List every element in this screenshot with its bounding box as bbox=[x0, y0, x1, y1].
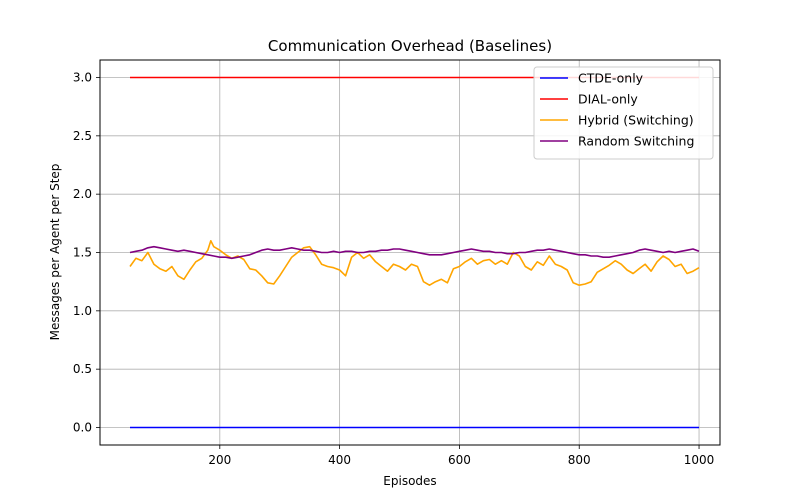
y-tick-label: 3.0 bbox=[73, 71, 92, 85]
y-tick-label: 1.0 bbox=[73, 304, 92, 318]
x-tick-label: 200 bbox=[208, 453, 231, 467]
y-tick-label: 2.0 bbox=[73, 187, 92, 201]
y-axis-label: Messages per Agent per Step bbox=[48, 164, 62, 341]
x-tick-label: 400 bbox=[328, 453, 351, 467]
x-tick-label: 600 bbox=[448, 453, 471, 467]
series-line-random-switching bbox=[129, 245, 700, 260]
series-line-hybrid-switching bbox=[129, 240, 700, 287]
x-tick-label: 800 bbox=[568, 453, 591, 467]
legend-label: Hybrid (Switching) bbox=[578, 113, 694, 128]
legend-box bbox=[533, 66, 714, 160]
chart-title: Communication Overhead (Baselines) bbox=[268, 37, 552, 55]
y-axis-ticks: 0.0 0.5 1.0 1.5 2.0 2.5 3.0 bbox=[73, 71, 100, 435]
legend: CTDE-only DIAL-only Hybrid (Switching) Rand… bbox=[533, 66, 714, 160]
y-tick-label: 1.5 bbox=[73, 246, 92, 260]
legend-label: DIAL-only bbox=[578, 92, 638, 107]
y-tick-label: 0.5 bbox=[73, 362, 92, 376]
y-tick-label: 2.5 bbox=[73, 129, 92, 143]
y-tick-label: 0.0 bbox=[73, 421, 92, 435]
legend-label: CTDE-only bbox=[578, 71, 644, 86]
legend-label: Random Switching bbox=[578, 134, 694, 149]
x-axis-label: Episodes bbox=[383, 474, 436, 488]
x-tick-label: 1000 bbox=[684, 453, 715, 467]
x-axis-ticks: 200 400 600 800 1000 bbox=[208, 445, 714, 467]
